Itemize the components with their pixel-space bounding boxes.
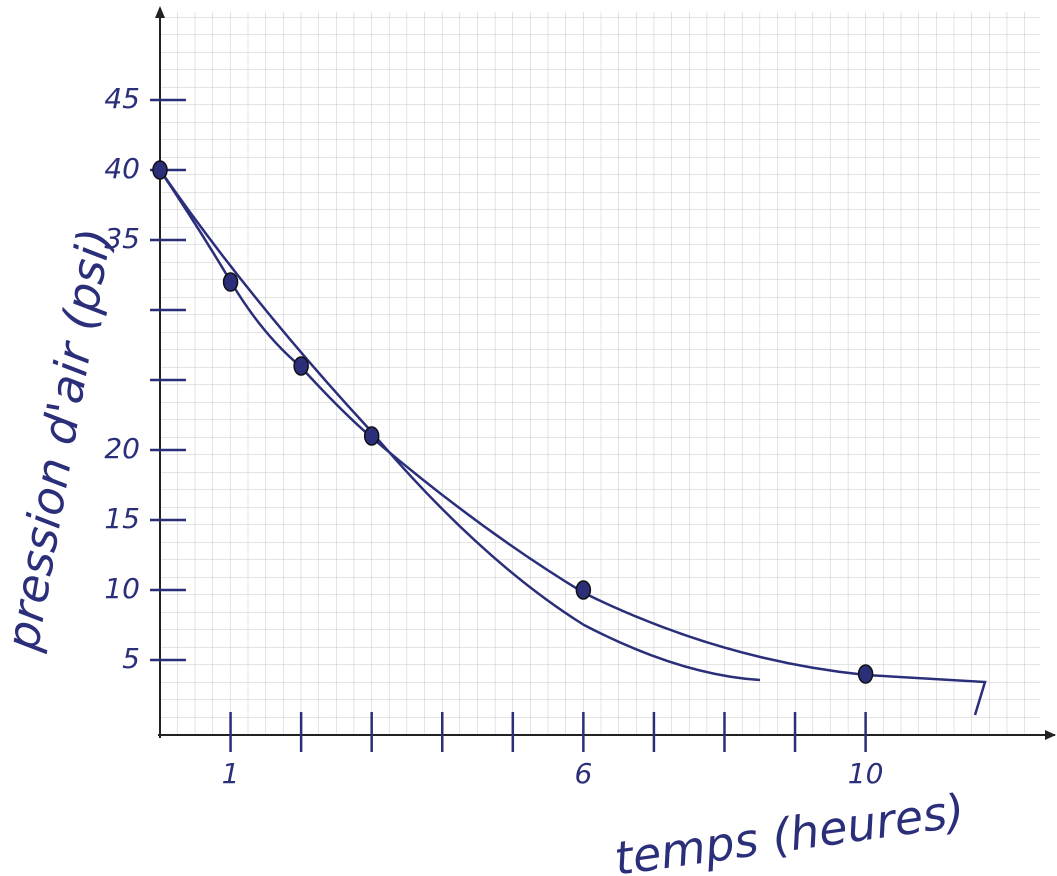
y-tick-label: 35 bbox=[104, 222, 140, 255]
y-arrow bbox=[155, 6, 165, 18]
x-tick-label: 1 bbox=[222, 757, 240, 790]
y-tick-label: 40 bbox=[104, 152, 140, 185]
y-tick-label: 45 bbox=[104, 82, 140, 115]
data-point bbox=[152, 160, 168, 180]
x-tick-label: 10 bbox=[848, 757, 884, 790]
fit-curve bbox=[158, 169, 761, 682]
data-point bbox=[575, 580, 592, 600]
y-tick-label: 15 bbox=[104, 502, 140, 535]
data-point bbox=[222, 272, 239, 292]
data-point bbox=[857, 664, 874, 684]
grid-paper bbox=[160, 12, 1040, 735]
x-axis-label: temps (heures) bbox=[611, 783, 968, 876]
y-tick-label: 5 bbox=[122, 642, 140, 675]
data-point bbox=[293, 356, 309, 376]
x-tick-label: 6 bbox=[574, 757, 592, 790]
data-point bbox=[363, 426, 380, 446]
x-arrow bbox=[1045, 730, 1056, 740]
y-tick-label: 10 bbox=[104, 572, 140, 605]
y-tick-label: 20 bbox=[104, 432, 140, 465]
